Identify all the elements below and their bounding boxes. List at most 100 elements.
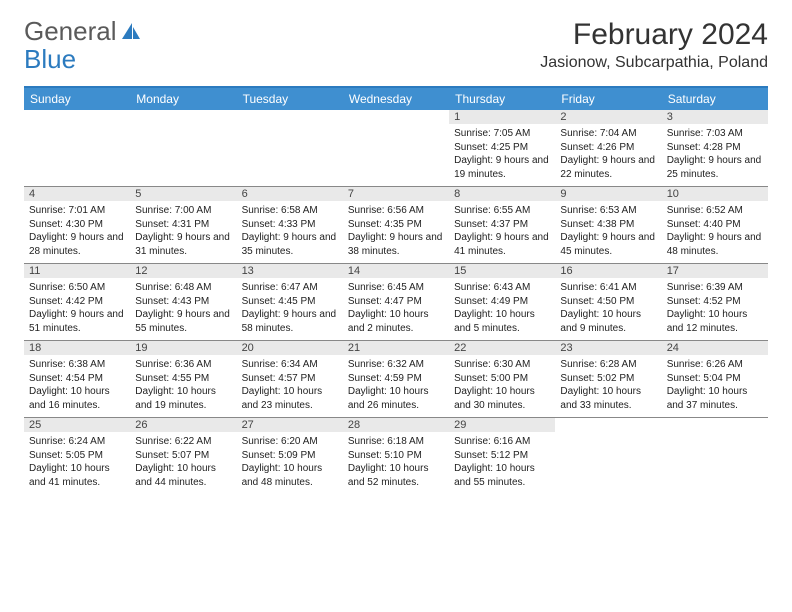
sunrise-text: Sunrise: 6:41 AM [560,281,656,295]
daylight-text: Daylight: 10 hours and 26 minutes. [348,385,444,412]
daylight-text: Daylight: 10 hours and 48 minutes. [242,462,338,489]
day-number [130,110,236,124]
sunset-text: Sunset: 4:40 PM [667,218,763,232]
day-body [237,124,343,132]
day-number: 7 [343,187,449,201]
day-cell: 13Sunrise: 6:47 AMSunset: 4:45 PMDayligh… [237,264,343,340]
sunrise-text: Sunrise: 6:52 AM [667,204,763,218]
day-body: Sunrise: 6:43 AMSunset: 4:49 PMDaylight:… [449,278,555,340]
sunrise-text: Sunrise: 6:47 AM [242,281,338,295]
daylight-text: Daylight: 10 hours and 30 minutes. [454,385,550,412]
day-body: Sunrise: 6:38 AMSunset: 4:54 PMDaylight:… [24,355,130,417]
daylight-text: Daylight: 9 hours and 51 minutes. [29,308,125,335]
sunset-text: Sunset: 4:42 PM [29,295,125,309]
daylight-text: Daylight: 10 hours and 9 minutes. [560,308,656,335]
header: General February 2024 Jasionow, Subcarpa… [24,18,768,72]
sunrise-text: Sunrise: 6:56 AM [348,204,444,218]
day-body: Sunrise: 6:30 AMSunset: 5:00 PMDaylight:… [449,355,555,417]
day-number: 1 [449,110,555,124]
daylight-text: Daylight: 10 hours and 5 minutes. [454,308,550,335]
day-header-thu: Thursday [449,88,555,110]
day-cell: 19Sunrise: 6:36 AMSunset: 4:55 PMDayligh… [130,341,236,417]
sunrise-text: Sunrise: 6:30 AM [454,358,550,372]
day-header-sun: Sunday [24,88,130,110]
day-number: 15 [449,264,555,278]
sunset-text: Sunset: 5:04 PM [667,372,763,386]
day-cell: 10Sunrise: 6:52 AMSunset: 4:40 PMDayligh… [662,187,768,263]
week-row: 25Sunrise: 6:24 AMSunset: 5:05 PMDayligh… [24,417,768,494]
sunset-text: Sunset: 5:05 PM [29,449,125,463]
day-body: Sunrise: 6:22 AMSunset: 5:07 PMDaylight:… [130,432,236,494]
day-body: Sunrise: 7:01 AMSunset: 4:30 PMDaylight:… [24,201,130,263]
daylight-text: Daylight: 10 hours and 44 minutes. [135,462,231,489]
daylight-text: Daylight: 9 hours and 28 minutes. [29,231,125,258]
day-cell: 23Sunrise: 6:28 AMSunset: 5:02 PMDayligh… [555,341,661,417]
sunset-text: Sunset: 4:52 PM [667,295,763,309]
day-cell: 9Sunrise: 6:53 AMSunset: 4:38 PMDaylight… [555,187,661,263]
day-body: Sunrise: 6:32 AMSunset: 4:59 PMDaylight:… [343,355,449,417]
day-cell: 25Sunrise: 6:24 AMSunset: 5:05 PMDayligh… [24,418,130,494]
day-cell: 29Sunrise: 6:16 AMSunset: 5:12 PMDayligh… [449,418,555,494]
daylight-text: Daylight: 10 hours and 37 minutes. [667,385,763,412]
day-body: Sunrise: 6:53 AMSunset: 4:38 PMDaylight:… [555,201,661,263]
daylight-text: Daylight: 9 hours and 41 minutes. [454,231,550,258]
day-body: Sunrise: 6:26 AMSunset: 5:04 PMDaylight:… [662,355,768,417]
daylight-text: Daylight: 10 hours and 2 minutes. [348,308,444,335]
sunrise-text: Sunrise: 6:50 AM [29,281,125,295]
sunrise-text: Sunrise: 7:00 AM [135,204,231,218]
sunset-text: Sunset: 5:02 PM [560,372,656,386]
day-cell: 27Sunrise: 6:20 AMSunset: 5:09 PMDayligh… [237,418,343,494]
day-body: Sunrise: 6:41 AMSunset: 4:50 PMDaylight:… [555,278,661,340]
day-cell [24,110,130,186]
day-body: Sunrise: 6:55 AMSunset: 4:37 PMDaylight:… [449,201,555,263]
day-number [237,110,343,124]
day-body: Sunrise: 6:52 AMSunset: 4:40 PMDaylight:… [662,201,768,263]
daylight-text: Daylight: 10 hours and 19 minutes. [135,385,231,412]
daylight-text: Daylight: 10 hours and 41 minutes. [29,462,125,489]
day-number: 5 [130,187,236,201]
day-number: 14 [343,264,449,278]
sunset-text: Sunset: 4:54 PM [29,372,125,386]
location: Jasionow, Subcarpathia, Poland [540,54,768,72]
daylight-text: Daylight: 10 hours and 33 minutes. [560,385,656,412]
day-number: 10 [662,187,768,201]
calendar: Sunday Monday Tuesday Wednesday Thursday… [24,86,768,494]
day-number: 18 [24,341,130,355]
daylight-text: Daylight: 10 hours and 23 minutes. [242,385,338,412]
day-body: Sunrise: 7:00 AMSunset: 4:31 PMDaylight:… [130,201,236,263]
day-header-fri: Friday [555,88,661,110]
sunset-text: Sunset: 4:55 PM [135,372,231,386]
daylight-text: Daylight: 10 hours and 55 minutes. [454,462,550,489]
sunrise-text: Sunrise: 7:03 AM [667,127,763,141]
sunset-text: Sunset: 4:59 PM [348,372,444,386]
day-cell: 18Sunrise: 6:38 AMSunset: 4:54 PMDayligh… [24,341,130,417]
day-number: 27 [237,418,343,432]
sunset-text: Sunset: 5:07 PM [135,449,231,463]
sunset-text: Sunset: 4:47 PM [348,295,444,309]
day-cell [343,110,449,186]
day-cell: 7Sunrise: 6:56 AMSunset: 4:35 PMDaylight… [343,187,449,263]
day-number: 3 [662,110,768,124]
day-cell: 15Sunrise: 6:43 AMSunset: 4:49 PMDayligh… [449,264,555,340]
daylight-text: Daylight: 10 hours and 52 minutes. [348,462,444,489]
day-body: Sunrise: 6:56 AMSunset: 4:35 PMDaylight:… [343,201,449,263]
sunrise-text: Sunrise: 6:43 AM [454,281,550,295]
day-body: Sunrise: 6:58 AMSunset: 4:33 PMDaylight:… [237,201,343,263]
logo-text-general: General [24,18,117,44]
logo-sail-icon [120,21,142,41]
day-body: Sunrise: 6:34 AMSunset: 4:57 PMDaylight:… [237,355,343,417]
week-row: 4Sunrise: 7:01 AMSunset: 4:30 PMDaylight… [24,186,768,263]
sunset-text: Sunset: 5:10 PM [348,449,444,463]
daylight-text: Daylight: 9 hours and 31 minutes. [135,231,231,258]
sunrise-text: Sunrise: 7:01 AM [29,204,125,218]
sunset-text: Sunset: 4:25 PM [454,141,550,155]
day-cell: 6Sunrise: 6:58 AMSunset: 4:33 PMDaylight… [237,187,343,263]
day-header-wed: Wednesday [343,88,449,110]
day-number: 22 [449,341,555,355]
day-number: 17 [662,264,768,278]
day-number: 26 [130,418,236,432]
day-body: Sunrise: 6:36 AMSunset: 4:55 PMDaylight:… [130,355,236,417]
sunset-text: Sunset: 4:33 PM [242,218,338,232]
day-body: Sunrise: 7:04 AMSunset: 4:26 PMDaylight:… [555,124,661,186]
week-row: 1Sunrise: 7:05 AMSunset: 4:25 PMDaylight… [24,110,768,186]
